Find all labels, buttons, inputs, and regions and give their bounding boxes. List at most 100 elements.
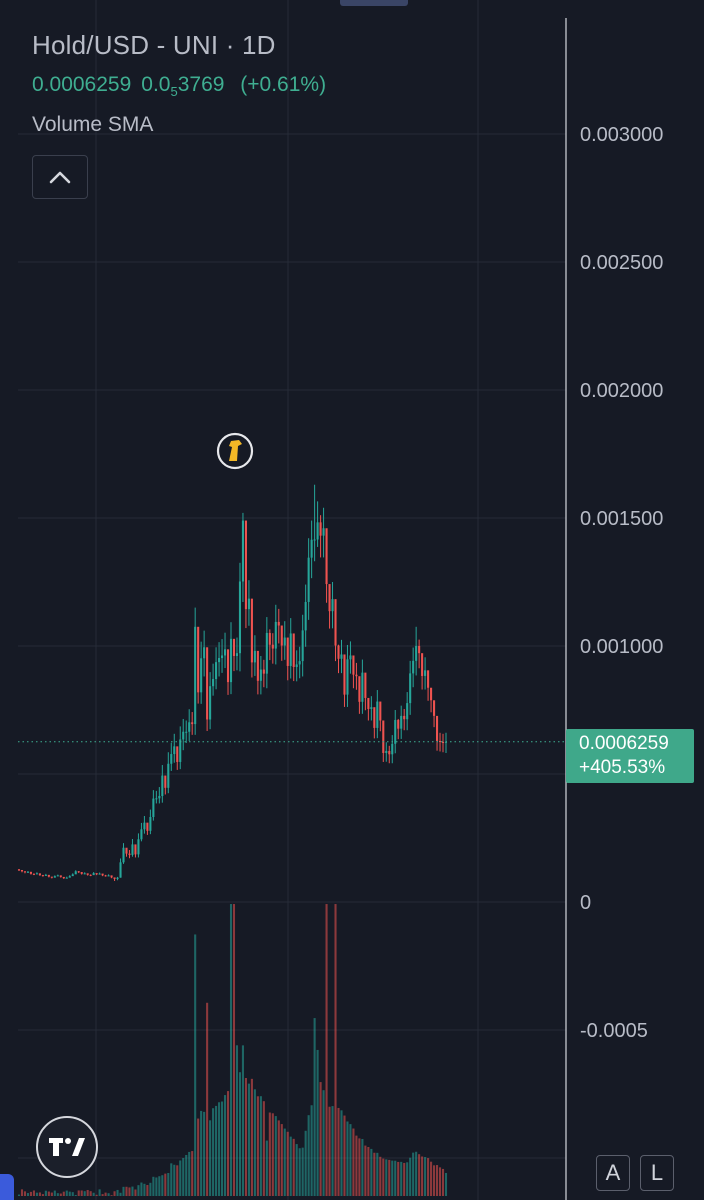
volume-bar — [23, 1191, 27, 1196]
volume-bar — [161, 1175, 164, 1196]
volume-bar — [397, 1161, 400, 1196]
candle-body — [310, 539, 313, 558]
candle-body — [140, 829, 143, 840]
candle-body — [62, 876, 65, 879]
candle-body — [412, 660, 415, 674]
volume-bar — [170, 1163, 173, 1196]
candle-body — [107, 875, 110, 877]
indicator-label[interactable]: Volume SMA — [32, 113, 154, 137]
volume-bar — [229, 904, 233, 1196]
volume-bar — [223, 1095, 227, 1196]
last-price: 0.0006259 — [32, 73, 132, 96]
candle-body — [316, 522, 319, 540]
volume-bar — [421, 1156, 424, 1196]
candle-body — [188, 722, 191, 732]
price-line: 0.0006259 0.053769 (+0.61%) — [32, 73, 336, 99]
volume-bar — [32, 1190, 35, 1196]
volume-bar — [271, 1113, 274, 1196]
volume-bar — [310, 1105, 313, 1196]
volume-bar — [394, 1160, 397, 1196]
volume-bar — [86, 1190, 89, 1196]
volume-bar — [364, 1145, 367, 1196]
volume-bar — [182, 1158, 185, 1196]
volume-bar — [131, 1186, 134, 1196]
price-change-main: 0.0 — [141, 73, 171, 96]
log-scale-button[interactable]: L — [640, 1155, 674, 1191]
volume-bar — [268, 1112, 271, 1196]
candle-body — [250, 598, 253, 663]
volume-bar — [361, 1138, 364, 1196]
volume-bar — [95, 1194, 98, 1196]
volume-bar — [77, 1190, 80, 1196]
candle-body — [226, 649, 230, 683]
volume-bar — [388, 1159, 391, 1196]
candle-body — [253, 650, 256, 663]
candle-body — [232, 638, 236, 656]
candle-body — [286, 637, 289, 666]
volume-bar — [140, 1182, 143, 1196]
volume-bar — [38, 1192, 41, 1196]
volume-bar — [244, 1078, 247, 1196]
candle-body — [334, 599, 337, 646]
volume-bar — [259, 1096, 262, 1196]
candle-body — [68, 876, 71, 878]
candle-body — [26, 871, 30, 873]
candle-body — [176, 746, 179, 762]
candle-body — [98, 873, 101, 875]
candle-body — [340, 654, 343, 659]
candle-body — [352, 655, 355, 675]
symbol-title[interactable]: Hold/USD - UNI · 1D — [32, 30, 276, 60]
event-marker-icon[interactable] — [216, 432, 254, 470]
candle-body — [301, 630, 304, 662]
volume-bar — [235, 1045, 239, 1196]
candle-body — [53, 876, 56, 878]
volume-bar — [83, 1191, 86, 1196]
volume-bar — [212, 1108, 215, 1196]
volume-bar — [226, 1091, 230, 1196]
volume-bar — [50, 1192, 53, 1196]
tradingview-logo-icon[interactable] — [36, 1116, 98, 1178]
volume-bar — [289, 1136, 292, 1196]
candle-body — [277, 621, 280, 626]
volume-bar — [110, 1195, 113, 1196]
candle-body — [212, 679, 215, 687]
candle-body — [17, 869, 21, 871]
price-change: 0.053769 — [141, 73, 224, 99]
candle-body — [247, 598, 250, 610]
volume-bar — [125, 1186, 128, 1196]
volume-bar — [322, 1090, 325, 1196]
volume-bar — [146, 1185, 149, 1196]
candle-body — [80, 872, 83, 874]
candle-body — [206, 647, 209, 720]
candle-body — [397, 719, 400, 729]
candle-body — [164, 775, 167, 788]
drag-handle[interactable] — [340, 0, 408, 6]
volume-bar — [59, 1193, 62, 1196]
volume-bar — [71, 1192, 74, 1196]
candle-body — [113, 877, 116, 879]
candle-body — [283, 637, 286, 646]
volume-bar — [331, 1106, 334, 1196]
candle-body — [38, 873, 41, 876]
volume-bar — [194, 934, 197, 1196]
candle-body — [197, 626, 200, 693]
auto-scale-button[interactable]: A — [596, 1155, 630, 1191]
volume-bar — [343, 1115, 346, 1196]
candle-body — [433, 700, 436, 716]
candle-body — [388, 750, 391, 755]
candle-body — [89, 874, 92, 876]
volume-bar — [53, 1190, 56, 1196]
volume-bar — [340, 1110, 343, 1196]
candle-body — [44, 874, 47, 876]
collapse-legend-button[interactable] — [32, 155, 88, 199]
volume-bar — [176, 1165, 179, 1196]
side-nav-handle[interactable] — [0, 1174, 14, 1200]
candle-body — [391, 743, 394, 755]
candle-body — [116, 877, 119, 879]
volume-bar — [35, 1192, 38, 1196]
volume-bar — [319, 1082, 322, 1196]
candle-body — [20, 870, 24, 872]
volume-bar — [241, 1045, 244, 1196]
